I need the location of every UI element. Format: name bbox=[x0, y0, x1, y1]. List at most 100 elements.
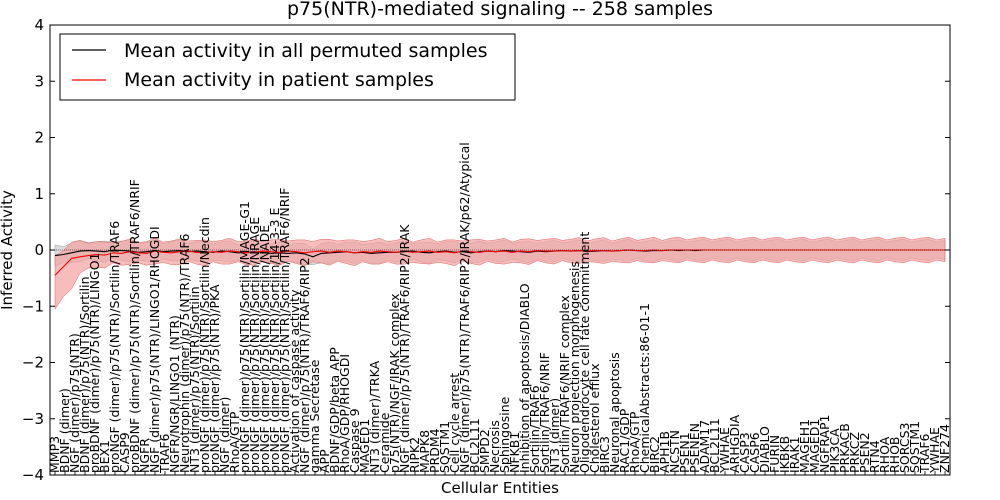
category-label: Necrosis bbox=[487, 420, 502, 473]
y-axis-ticks: 4 3 2 1 0 −1 −2 −3 −4 bbox=[22, 16, 950, 484]
category-label: ARHGDIA bbox=[727, 414, 742, 473]
category-label: SQSTM1 bbox=[437, 421, 452, 473]
category-label: PRDM4 bbox=[427, 428, 442, 473]
category-label: ChemicalAbstracts:86-01-1 bbox=[637, 303, 652, 473]
category-label: PSEN2 bbox=[857, 432, 872, 473]
category-label: Neurotrophin (dimer)/p75(NTR)/TRAF6 bbox=[177, 233, 192, 473]
category-label: proBDNF (dimer)/p75(NTR)/Sortilin/TRAF6/… bbox=[127, 179, 142, 473]
category-label: SMPD2 bbox=[477, 429, 492, 473]
category-label: BDNF (dimer) bbox=[57, 388, 72, 473]
category-label: Sortilin/TRAF6/NRIF complex bbox=[557, 295, 572, 473]
category-label: proNGF (dimer)/p75(NTR)/Sortilin/14-3-3 … bbox=[267, 208, 282, 473]
category-label: CASP3 bbox=[737, 432, 752, 473]
category-label: BIRC2 bbox=[647, 436, 662, 473]
y-tick-label: −1 bbox=[22, 297, 44, 315]
category-label: proNGF (dimer)/p75(NTR)/Sortilin/TRAF6/N… bbox=[277, 188, 292, 473]
x-axis-ticks bbox=[54, 471, 946, 475]
legend-label-patient: Mean activity in patient samples bbox=[124, 69, 434, 91]
category-label: proBDNF (dimer)/p75(NTR)/LINGO1 bbox=[87, 253, 102, 474]
category-label: PRKACB bbox=[837, 423, 852, 473]
y-tick-label: −2 bbox=[22, 354, 44, 372]
y-tick-label: −3 bbox=[22, 410, 44, 428]
category-label: Cholesterol efflux bbox=[587, 363, 602, 473]
category-label: p75(NTR)/NGF/IRAK complex bbox=[387, 294, 402, 473]
category-label: Oligodendrocyte cell fate commitment bbox=[577, 232, 592, 473]
category-label: Sphingosine bbox=[497, 396, 512, 473]
category-label: NGFR/NGR/LINGO1 (NTR) bbox=[167, 315, 182, 473]
category-label: NFKB1 bbox=[507, 432, 522, 473]
category-label: RAC1/GDP bbox=[617, 408, 632, 473]
category-label: NGF (dimer) bbox=[217, 397, 232, 473]
category-label: Inhibition of apoptosis/DIABLO bbox=[517, 283, 532, 473]
category-label: IKBKB bbox=[777, 436, 792, 473]
category-label: NGF (dimer)/p75(NTR)/LINGO1/RHOGDI bbox=[147, 226, 162, 473]
category-label: gamma Secretase bbox=[307, 359, 322, 473]
confidence-bands bbox=[54, 236, 946, 310]
category-label: TRAF6 bbox=[157, 433, 172, 474]
category-label: NGF (dimer)/p75(NTR) bbox=[67, 333, 82, 473]
y-tick-label: −4 bbox=[22, 466, 44, 484]
y-tick-label: 0 bbox=[34, 241, 44, 259]
category-label: BDNF (dimer)/p75(NTR)/Sortilin bbox=[77, 276, 92, 473]
category-label: RHOB bbox=[887, 437, 902, 474]
category-label: Cell cycle arrest bbox=[447, 373, 462, 473]
category-label: NGFRAP1 bbox=[817, 415, 832, 473]
category-label: Neuron projection morphogenesis bbox=[567, 261, 582, 473]
category-label: NCSTN bbox=[667, 430, 682, 473]
y-tick-label: 1 bbox=[34, 185, 44, 203]
category-label: NGFR bbox=[137, 438, 152, 473]
legend: Mean activity in all permuted samples Me… bbox=[59, 33, 516, 101]
y-tick-label: 4 bbox=[34, 16, 44, 34]
y-tick-label: 3 bbox=[34, 72, 44, 90]
category-label: SQSTM1 bbox=[907, 421, 922, 473]
category-label: proNGF (dimer)/p75(NTR)/Sortilin/MAGE-G1 bbox=[237, 201, 252, 473]
category-label: MAGED1 bbox=[357, 419, 372, 473]
category-label: Activation of caspase activity bbox=[287, 289, 302, 473]
category-label: proNGF (dimer)/p75(NTR)/Sortilin/NRAGE bbox=[247, 217, 262, 473]
category-label: SORCS3 bbox=[897, 423, 912, 473]
band-patient bbox=[54, 236, 946, 310]
category-label: PIK3CA bbox=[827, 428, 842, 473]
category-label: RhoA/GDP/RHOGDI bbox=[337, 354, 352, 473]
category-label: Neuronal apoptosis bbox=[607, 352, 622, 473]
y-tick-label: 2 bbox=[34, 129, 44, 147]
category-label: YWHAE bbox=[717, 427, 732, 474]
category-label: BDNF/GDP/beta APP bbox=[327, 347, 342, 473]
category-label: APP bbox=[317, 449, 332, 473]
category-label: MAPK8 bbox=[417, 430, 432, 473]
category-label: RhoA/GTP bbox=[227, 411, 242, 473]
category-label: BCL2L11 bbox=[467, 418, 482, 473]
category-label: APH1B bbox=[657, 431, 672, 473]
category-label: RIPK2 bbox=[407, 437, 422, 473]
category-label: NGF (dimer)/p75(NTR)/TRAF6/RIP2/IRAK/p62… bbox=[457, 142, 472, 473]
category-label: PSEN1 bbox=[677, 432, 692, 473]
category-label: CASP6 bbox=[747, 432, 762, 473]
category-label: MAGEH1 bbox=[797, 419, 812, 473]
category-label: proNGF (dimer)/p75(NTR)/PKA bbox=[207, 284, 222, 473]
category-label: NT3 (dimer)/TRKA bbox=[367, 360, 382, 473]
category-label: RHOA bbox=[877, 436, 892, 473]
category-label: Ceramide bbox=[377, 412, 392, 473]
category-label: NGF (dimer)/p75(NTR)/TRAF6/RIP2/IRAK bbox=[397, 224, 412, 473]
category-label: Caspase 9 bbox=[347, 408, 362, 473]
category-label: DIABLO bbox=[757, 426, 772, 473]
category-label: BIRC3 bbox=[597, 436, 612, 473]
category-label: ZNF274 bbox=[937, 424, 952, 473]
y-axis-title: Inferred Activity bbox=[0, 190, 16, 310]
category-label: MMP3 bbox=[47, 436, 62, 473]
category-label: NT3 (dimer) bbox=[547, 398, 562, 473]
category-label: BCL2L11 bbox=[707, 418, 722, 473]
category-label: NGF (dimer)/p75(NTR)/TRAF6/RIP2 bbox=[297, 257, 312, 473]
category-label: RTN4 bbox=[867, 440, 882, 473]
category-label: IRAK1 bbox=[787, 436, 802, 473]
x-axis-title: Cellular Entities bbox=[441, 479, 559, 497]
legend-label-permuted: Mean activity in all permuted samples bbox=[124, 40, 487, 62]
category-label: BEX1 bbox=[97, 440, 112, 473]
category-label: NT3 (dimer)/p75(NTR)/Sortilin bbox=[187, 286, 202, 473]
category-label: PRKCZ bbox=[847, 432, 862, 473]
category-label: proNGF (dimer)/p75(NTR)/Sortilin/Necdin bbox=[197, 217, 212, 473]
chart-title: p75(NTR)-mediated signaling -- 258 sampl… bbox=[287, 0, 713, 20]
category-label: ADAM17 bbox=[697, 420, 712, 473]
